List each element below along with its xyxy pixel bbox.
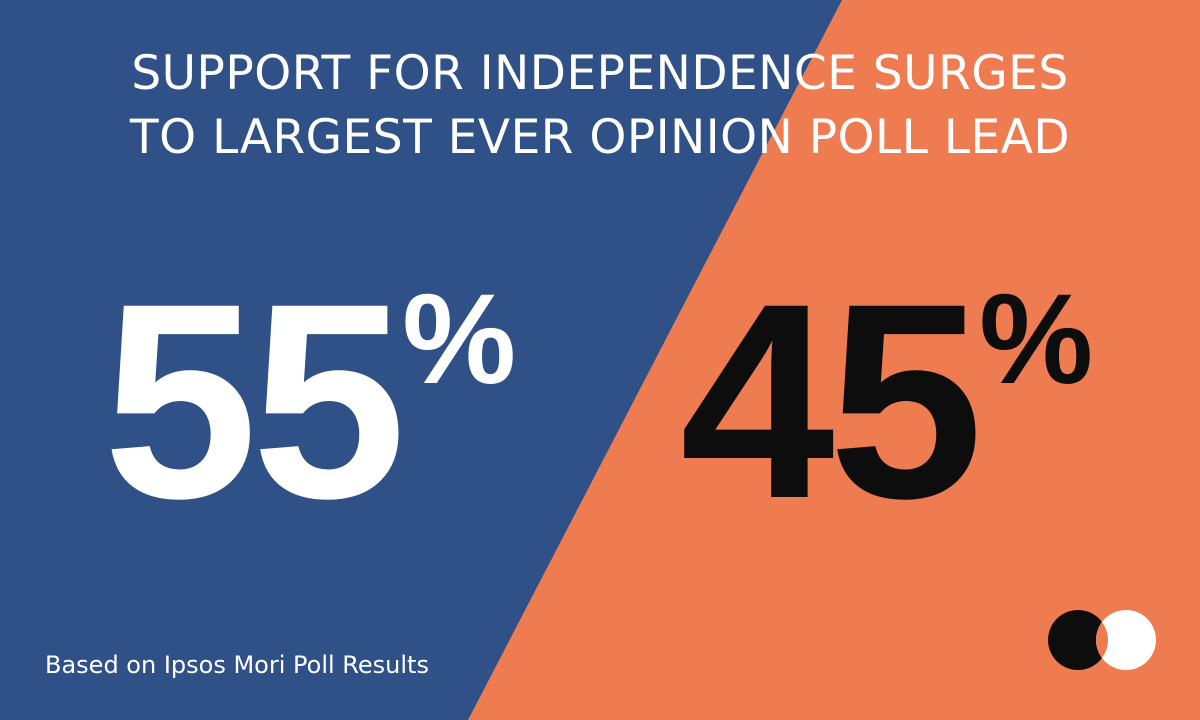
overlapping-circles-logo-icon: [1048, 610, 1156, 670]
yes-percent-sign: %: [402, 268, 517, 411]
no-percent-sign: %: [979, 268, 1094, 411]
no-percentage: 45%: [680, 262, 1094, 540]
no-value: 45: [680, 245, 983, 556]
headline-line-2: TO LARGEST EVER OPINION POLL LEAD: [129, 110, 1071, 165]
headline: SUPPORT FOR INDEPENDENCE SURGES TO LARGE…: [0, 42, 1200, 170]
source-note: Based on Ipsos Mori Poll Results: [45, 651, 429, 679]
orange-panel: [468, 0, 1200, 720]
yes-percentage: 55%: [103, 262, 517, 540]
headline-line-1: SUPPORT FOR INDEPENDENCE SURGES: [131, 46, 1069, 101]
yes-value: 55: [103, 245, 406, 556]
